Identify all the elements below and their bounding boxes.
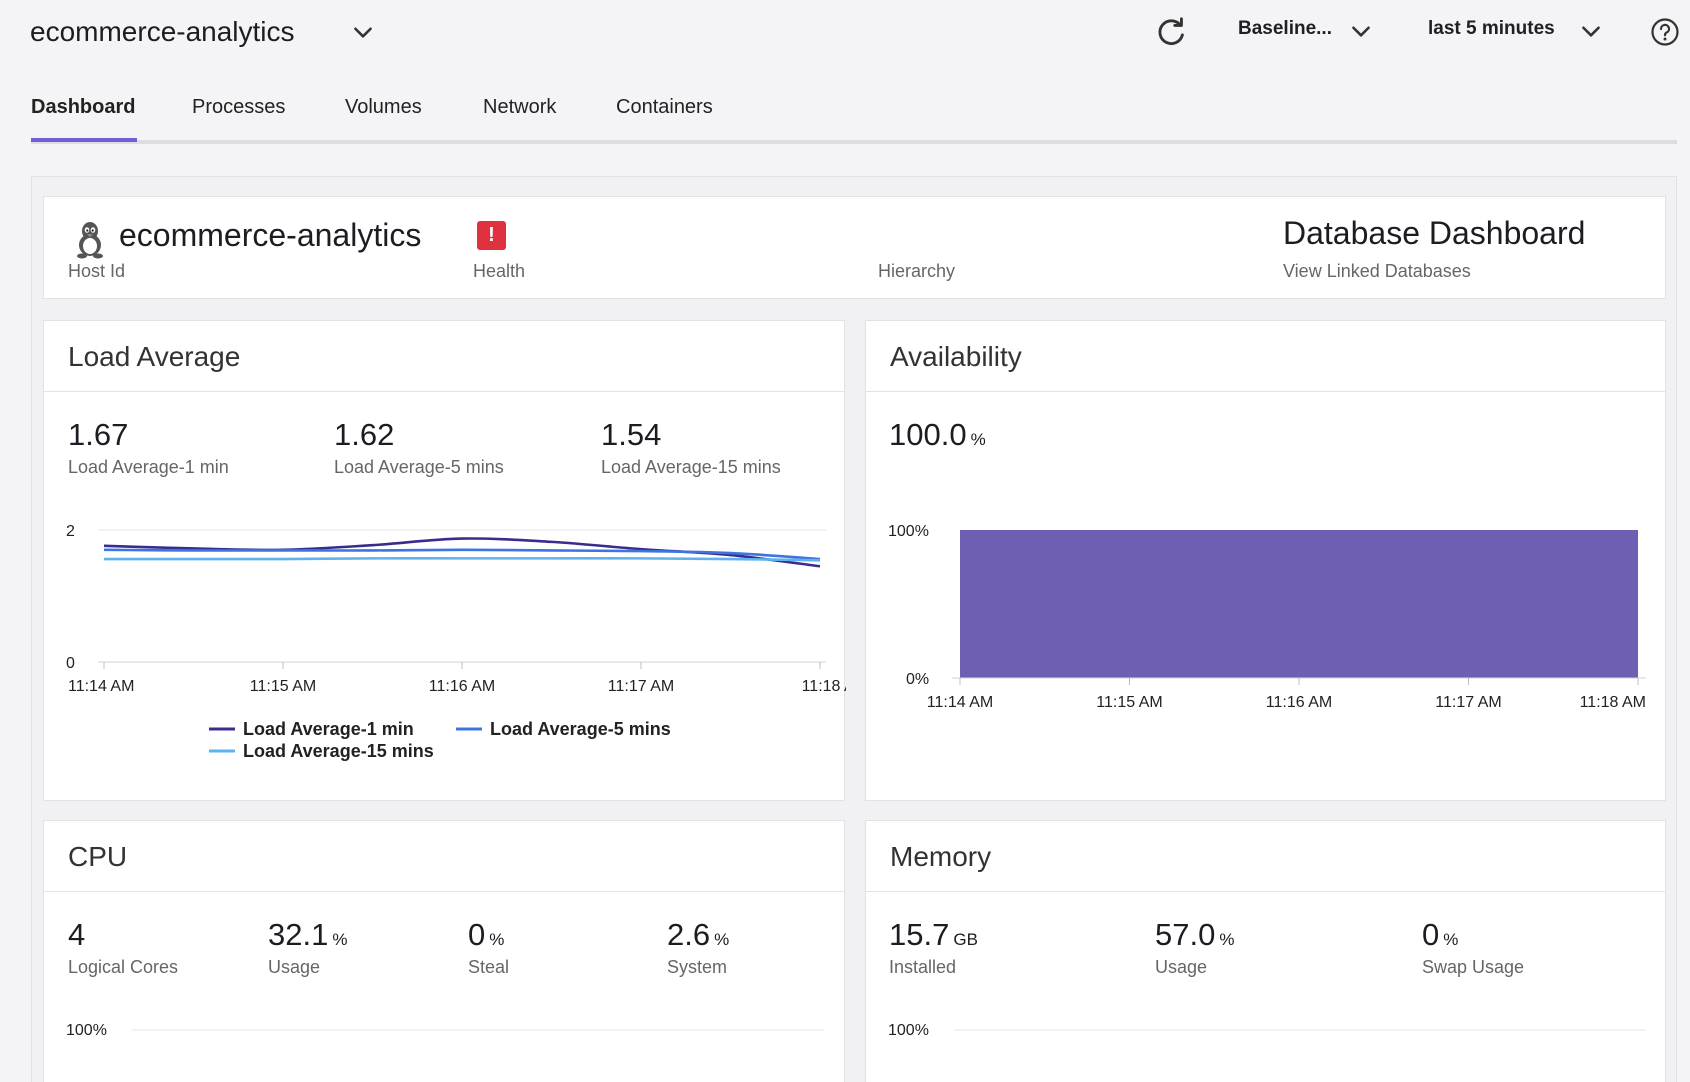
y-tick-label: 0 [66, 655, 75, 672]
chevron-down-icon[interactable] [1348, 18, 1374, 44]
x-tick-label: 11:18 AM [1580, 694, 1646, 711]
load-15min-label: Load Average-15 mins [601, 457, 781, 477]
refresh-icon[interactable] [1152, 14, 1190, 52]
availability-number: 100.0 [889, 417, 967, 452]
cpu-system-value: 2.6% [667, 917, 729, 953]
tab-volumes[interactable]: Volumes [345, 96, 422, 118]
stat-unit: GB [953, 930, 978, 949]
cpu-chart: 100% [66, 1022, 824, 1039]
cpu-panel: CPU 4 Logical Cores 32.1% Usage 0% Steal… [43, 820, 845, 1082]
stat-number: 57.0 [1155, 917, 1216, 952]
memory-installed-value: 15.7 GB [889, 917, 978, 953]
memory-usage-value: 57.0% [1155, 917, 1234, 953]
stat-number: 32.1 [268, 917, 329, 952]
x-tick-label: 11:15 AM [1096, 694, 1162, 711]
chevron-down-icon[interactable] [1578, 18, 1604, 44]
x-tick-label: 11:16 AM [1266, 694, 1332, 711]
stat-number: 4 [68, 917, 86, 952]
memory-panel: Memory 15.7 GB Installed 57.0% Usage 0% S… [865, 820, 1666, 1082]
top-bar: ecommerce-analytics Baseline... last 5 m… [0, 0, 1690, 66]
stat-unit: % [489, 930, 505, 949]
y-tick-label: 2 [66, 523, 75, 540]
cpu-usage-value: 32.1% [268, 917, 347, 953]
load-average-panel: Load Average 1.67 Load Average-1 min 1.6… [43, 320, 846, 801]
stat-unit: % [332, 930, 348, 949]
x-tick-label: 11:17 AM [608, 678, 674, 695]
cpu-system-label: System [667, 957, 728, 977]
cpu-cores-label: Logical Cores [68, 957, 179, 977]
tab-dashboard[interactable]: Dashboard [31, 96, 136, 118]
x-tick-label: 11:14 AM [68, 678, 134, 695]
cpu-cores-value: 4 [68, 917, 85, 953]
hierarchy-label: Hierarchy [878, 261, 956, 281]
baseline-select[interactable]: Baseline... [1238, 18, 1332, 39]
y-tick-label: 100% [888, 1022, 929, 1039]
x-tick-label: 11:17 AM [1435, 694, 1501, 711]
x-tick-label: 11:18 AM [802, 678, 846, 695]
x-tick-label: 11:15 AM [250, 678, 316, 695]
panel-header: Availability [866, 321, 1665, 392]
legend-label: Load Average-1 min [243, 719, 414, 739]
series-line-3 [103, 557, 821, 562]
load-5min-value: 1.62 [334, 417, 395, 452]
stat-unit: % [1219, 930, 1235, 949]
help-icon[interactable] [1650, 17, 1680, 47]
load-15min-value: 1.54 [601, 417, 662, 452]
availability-panel: Availability 100.0% 100% 0% 11:14 AM 11:15 … [865, 320, 1666, 801]
x-tick-label: 11:16 AM [429, 678, 495, 695]
stat-number: 0 [1422, 917, 1440, 952]
panel-title: CPU [68, 841, 128, 872]
cpu-steal-label: Steal [468, 957, 510, 977]
panel-title: Load Average [68, 341, 241, 372]
tab-bar: Dashboard Processes Volumes Network Cont… [31, 88, 1677, 144]
panel-header: Load Average [44, 321, 844, 392]
cpu-usage-label: Usage [268, 957, 321, 977]
panel-header: CPU [44, 821, 844, 892]
panel-title: Availability [890, 341, 1022, 372]
availability-area [960, 530, 1638, 678]
host-name: ecommerce-analytics [119, 217, 422, 253]
time-range-select[interactable]: last 5 minutes [1428, 18, 1555, 39]
linux-penguin-icon [77, 222, 103, 259]
load-1min-label: Load Average-1 min [68, 457, 229, 477]
y-tick-label: 100% [66, 1022, 107, 1039]
legend-label: Load Average-5 mins [490, 719, 671, 739]
cpu-steal-value: 0% [468, 917, 504, 953]
load-5min-label: Load Average-5 mins [334, 457, 504, 477]
memory-usage-label: Usage [1155, 957, 1208, 977]
memory-installed-label: Installed [889, 957, 957, 977]
app-title[interactable]: ecommerce-analytics [30, 16, 295, 47]
availability-value: 100.0% [889, 417, 986, 453]
health-label: Health [473, 261, 526, 281]
tab-containers[interactable]: Containers [616, 96, 713, 118]
swap-usage-label: Swap Usage [1422, 957, 1525, 977]
stat-unit: % [714, 930, 730, 949]
tab-processes[interactable]: Processes [192, 96, 286, 118]
view-linked-databases-link[interactable]: View Linked Databases [1283, 261, 1471, 281]
load-1min-value: 1.67 [68, 417, 129, 452]
stat-number: 15.7 [889, 917, 950, 952]
y-tick-label: 100% [888, 523, 929, 540]
availability-unit: % [970, 430, 986, 449]
stat-number: 0 [468, 917, 486, 952]
legend-label: Load Average-15 mins [243, 741, 434, 761]
tab-network[interactable]: Network [483, 96, 557, 118]
x-tick-label: 11:14 AM [927, 694, 993, 711]
chevron-down-icon[interactable] [350, 19, 376, 45]
active-tab-indicator [31, 138, 137, 142]
stat-number: 2.6 [667, 917, 711, 952]
health-critical-icon[interactable]: ! [477, 221, 506, 250]
host-summary-card: ecommerce-analytics Host Id ! Health Hie… [43, 196, 1666, 299]
stat-unit: % [1443, 930, 1459, 949]
availability-chart: 100% 0% 11:14 AM 11:15 AM 11:16 AM 11:17 AM 11… [888, 523, 1646, 711]
panel-header: Memory [866, 821, 1665, 892]
series-line-2 [103, 548, 821, 561]
memory-chart: 100% [888, 1022, 1646, 1039]
swap-usage-value: 0% [1422, 917, 1458, 953]
database-dashboard-title: Database Dashboard [1283, 215, 1586, 251]
host-id-label: Host Id [68, 261, 126, 281]
panel-title: Memory [890, 841, 992, 872]
y-tick-label: 0% [906, 671, 929, 688]
load-average-chart: 2 0 11:14 AM 11:15 AM 11:16 AM 11:17 AM 11:18 … [66, 523, 846, 761]
